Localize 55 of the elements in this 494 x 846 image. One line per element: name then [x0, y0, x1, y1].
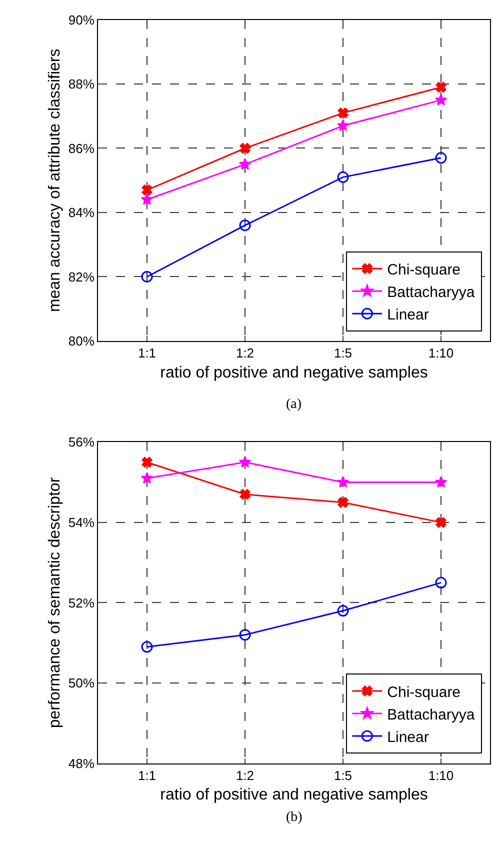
- y-tick-label: 88%: [68, 76, 95, 92]
- point: [338, 108, 348, 118]
- legend-label: Battacharyya: [387, 706, 476, 724]
- x-tick-label: 1:10: [428, 346, 454, 361]
- x-tick-label: 1:2: [236, 346, 254, 361]
- x-axis-title: ratio of positive and negative samples: [160, 364, 428, 382]
- point: [238, 158, 252, 170]
- point: [239, 629, 251, 641]
- legend-label: Linear: [387, 306, 429, 324]
- point: [336, 119, 350, 132]
- point: [436, 517, 446, 528]
- text: (b): [286, 810, 303, 825]
- legend-label: Linear: [387, 728, 429, 746]
- point: [142, 456, 152, 468]
- point: [434, 94, 448, 106]
- point: [336, 476, 350, 488]
- x-tick-label: 1:2: [236, 768, 254, 783]
- x-tick-label: 1:10: [428, 768, 454, 783]
- point: [141, 641, 153, 653]
- point: [337, 605, 349, 617]
- point: [436, 82, 446, 92]
- y-tick-label: 56%: [68, 434, 95, 450]
- y-tick-label: 86%: [68, 140, 95, 156]
- y-tick-label: 84%: [68, 205, 95, 220]
- point: [434, 476, 448, 488]
- point: [238, 456, 252, 468]
- point: [141, 270, 153, 282]
- y-axis-title: performance of semantic descriptor: [46, 476, 64, 728]
- y-tick-label: 52%: [68, 595, 95, 610]
- point: [140, 193, 154, 205]
- x-axis-title: ratio of positive and negative samples: [160, 786, 428, 804]
- y-tick-label: 82%: [68, 269, 95, 284]
- y-tick-label: 80%: [68, 334, 95, 349]
- text: (a): [286, 397, 302, 412]
- point: [240, 489, 250, 500]
- x-tick-label: 1:5: [334, 768, 352, 783]
- x-tick-label: 1:1: [138, 768, 156, 783]
- y-tick-label: 50%: [68, 676, 95, 691]
- point: [337, 171, 349, 183]
- y-tick-label: 48%: [68, 756, 95, 771]
- point: [338, 497, 348, 508]
- point: [240, 142, 250, 154]
- y-tick-label: 90%: [68, 12, 95, 28]
- point: [142, 184, 152, 196]
- point: [140, 472, 154, 484]
- x-tick-label: 1:5: [334, 346, 352, 361]
- point: [239, 220, 251, 232]
- y-axis-title: mean accuracy of attribute classifiers: [46, 48, 64, 312]
- legend-label: Chi-square: [387, 684, 461, 701]
- point: [435, 152, 447, 164]
- point: [435, 576, 447, 588]
- legend-label: Battacharyya: [387, 284, 476, 301]
- legend-label: Chi-square: [387, 261, 461, 278]
- x-tick-label: 1:1: [138, 346, 156, 361]
- y-tick-label: 54%: [68, 514, 95, 530]
